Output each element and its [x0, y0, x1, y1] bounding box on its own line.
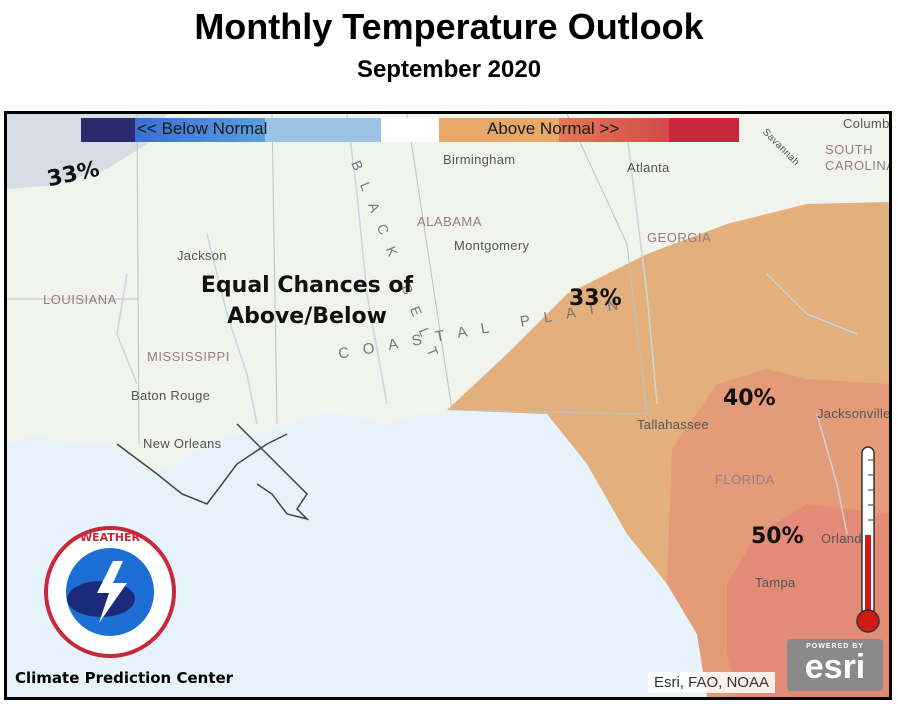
legend-seg-above-mid [559, 118, 669, 142]
legend-seg-below-mid [135, 118, 265, 142]
prob-above-50: 50% [751, 524, 804, 549]
prob-above-40: 40% [723, 386, 776, 411]
city-birmingham: Birmingham [443, 152, 516, 167]
city-orlando: Orlando [821, 531, 870, 546]
city-baton-rouge: Baton Rouge [131, 388, 211, 403]
state-alabama: ALABAMA [417, 214, 482, 229]
svg-text:WEATHER: WEATHER [80, 531, 141, 544]
city-columbia: Columbia [843, 116, 890, 131]
map-base [7, 114, 889, 697]
state-louisiana: LOUISIANA [43, 292, 117, 307]
state-borders [7, 114, 648, 445]
esri-powered-text: POWERED BY [806, 643, 864, 650]
city-tampa: Tampa [755, 575, 796, 590]
legend-below-label: << Below Normal [137, 119, 268, 138]
nws-logo: WEATHER [44, 526, 176, 658]
state-mississippi: MISSISSIPPI [147, 349, 230, 364]
attribution: Esri, FAO, NOAA [647, 672, 775, 693]
agency-label: Climate Prediction Center [15, 669, 234, 687]
legend-bar [81, 118, 739, 142]
coastal-marsh [116, 433, 288, 505]
city-jackson: Jackson [177, 248, 227, 263]
city-new-orleans: New Orleans [143, 436, 222, 451]
legend-seg-below-light [265, 118, 381, 142]
city-jacksonville: Jacksonville [817, 406, 891, 421]
city-montgomery: Montgomery [454, 238, 530, 253]
esri-logo: POWERED BY esri [787, 639, 883, 691]
esri-name: esri [804, 648, 866, 686]
state-south-carolina: SOUTH CAROLINA [825, 142, 892, 173]
city-atlanta: Atlanta [627, 160, 670, 175]
city-tallahassee: Tallahassee [637, 417, 709, 432]
prob-above-33: 33% [569, 286, 622, 311]
state-florida: FLORIDA [715, 472, 775, 487]
legend-above-label: Above Normal >> [487, 119, 620, 138]
legend-seg-above-light [439, 118, 559, 142]
delta-outline [236, 423, 310, 521]
equal-chances-label: Equal Chances of Above/Below [200, 273, 414, 329]
legend-seg-neutral [381, 118, 439, 142]
state-georgia: GEORGIA [647, 230, 712, 245]
page-subtitle: September 2020 [356, 56, 542, 83]
page-title: Monthly Temperature Outlook [194, 6, 704, 47]
rivers [116, 114, 858, 535]
outlook-map[interactable]: << Below Normal Above Normal >> Columbia… [4, 111, 892, 700]
legend-seg-above-dark [669, 118, 739, 142]
thermometer-icon [856, 446, 880, 633]
legend-seg-below-dark [81, 118, 135, 142]
